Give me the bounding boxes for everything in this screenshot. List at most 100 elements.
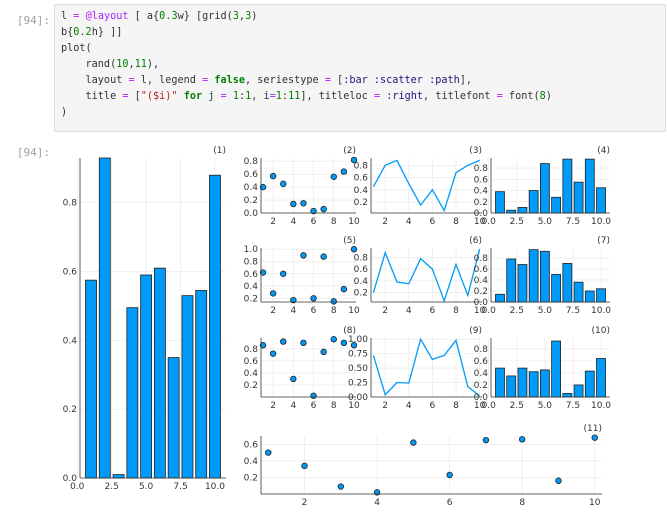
y-tick-label: 0.2	[244, 381, 258, 391]
y-tick-label: 0.8	[244, 345, 259, 355]
code-editor[interactable]: l = @layout [ a{0.3w} [grid(3,3) b{0.2h}…	[61, 9, 552, 121]
x-tick-label: 10	[348, 401, 360, 411]
y-tick-label: 0.0	[474, 298, 489, 308]
x-tick-label: 10.0	[591, 401, 611, 411]
bar	[573, 384, 584, 398]
y-tick-label: 0.50	[348, 364, 368, 374]
y-tick-label: 0.6	[244, 357, 259, 367]
subplot-title: (5)	[343, 236, 356, 246]
y-tick-label: 0.8	[474, 254, 489, 264]
scatter-point	[259, 269, 267, 276]
x-tick-label: 8	[331, 401, 337, 411]
series-line	[372, 249, 481, 303]
code-line-2: b{0.2h} ]]	[61, 27, 123, 38]
x-tick-label: 0.0	[482, 306, 497, 316]
subplot-title: (9)	[469, 326, 482, 336]
bar	[209, 174, 221, 479]
y-tick-label: 0.2	[354, 198, 368, 208]
bar	[167, 357, 180, 479]
scatter-point	[340, 168, 348, 175]
x-tick-label: 6	[311, 401, 317, 411]
scatter-point	[259, 342, 267, 349]
x-tick-label: 4	[374, 498, 380, 508]
bar	[506, 375, 517, 398]
subplot-3: 0.20.40.60.82 4 6 8 10(3)	[354, 146, 486, 227]
x-tick-label: 2	[270, 217, 276, 227]
subplot-2: 0.0 0.2 0.4 0.6 0.8 2 4 6 8 10 (2)	[244, 146, 360, 227]
y-tick-label: 0.2	[474, 381, 488, 391]
subplot-8: 0.2 0.4 0.6 0.8 2 4 6 8 10 (8)	[244, 326, 360, 411]
scatter-point	[337, 483, 345, 490]
y-tick-label: 0.2	[244, 294, 258, 304]
bar	[596, 288, 606, 303]
series-line	[372, 159, 480, 213]
y-tick-label: 0.8	[354, 161, 369, 171]
x-tick-label: 5.0	[538, 217, 553, 227]
scatter-point	[330, 298, 337, 305]
y-tick-label: 0.6	[474, 265, 489, 275]
subplot-6: 0.20.40.60.82 4 6 8 10(6)	[354, 236, 486, 316]
x-tick-label: 7.5	[173, 482, 187, 492]
x-tick-label: 4	[406, 306, 412, 316]
bar	[584, 370, 595, 398]
bar	[539, 163, 550, 214]
y-tick-label: 0.2	[474, 198, 488, 208]
y-tick-label: 0.8	[63, 199, 78, 209]
y-tick-label: 0.4	[474, 369, 489, 379]
subplot-title: (4)	[597, 146, 610, 156]
x-tick-label: 10	[589, 498, 601, 508]
y-tick-label: 0.4	[474, 187, 489, 197]
x-tick-label: 4	[406, 401, 412, 411]
x-tick-label: 8	[453, 401, 459, 411]
x-tick-label: 2.5	[510, 217, 524, 227]
bar	[517, 264, 528, 303]
subplot-title: (10)	[592, 326, 610, 336]
scatter-point	[410, 439, 417, 446]
y-tick-label: 0.6	[354, 174, 369, 184]
bar	[126, 307, 139, 479]
subplot-title: (6)	[469, 236, 482, 246]
scatter-point	[300, 252, 307, 259]
subplot-title: (3)	[469, 146, 482, 156]
subplot-title: (8)	[343, 326, 356, 336]
y-tick-label: 0.2	[244, 473, 258, 483]
bar	[562, 158, 573, 214]
x-tick-label: 6	[430, 401, 436, 411]
code-cell[interactable]: l = @layout [ a{0.3w} [grid(3,3) b{0.2h}…	[54, 4, 666, 132]
input-prompt: [94]:	[16, 14, 50, 27]
series-line	[372, 337, 480, 397]
scatter-point	[280, 270, 287, 277]
x-tick-label: 4	[290, 217, 296, 227]
scatter-point	[350, 246, 358, 253]
bar	[153, 267, 166, 479]
subplot-10: 0.0 0.2 0.4 0.6 0.8 0.0 2.5 5.0 7.5 10.0 (10)	[474, 326, 612, 411]
x-tick-label: 10	[348, 217, 360, 227]
x-tick-label: 4	[406, 217, 412, 227]
y-tick-label: 0.8	[474, 345, 489, 355]
y-tick-label: 0.0	[244, 209, 259, 219]
bar	[539, 250, 550, 303]
plot-figure: 0.00.20.40.60.80.0 2.5 5.0 7.5 10.0(1)0.00.2…	[63, 146, 612, 508]
bar	[573, 281, 584, 303]
bar	[506, 258, 517, 303]
bar	[596, 187, 606, 214]
y-tick-label: 0.8	[244, 157, 259, 167]
scatter-point	[290, 296, 297, 304]
y-tick-label: 0.6	[244, 170, 259, 180]
scatter-point	[350, 342, 358, 349]
y-tick-label: 0.6	[474, 175, 489, 185]
x-tick-label: 6	[447, 498, 453, 508]
bar	[195, 290, 208, 479]
scatter-point	[555, 477, 562, 484]
y-tick-label: 0.25	[348, 379, 368, 389]
bar	[528, 190, 539, 214]
bar	[551, 340, 562, 398]
scatter-point	[290, 375, 297, 383]
y-tick-label: 0.4	[244, 183, 259, 193]
code-line-3: plot(	[61, 43, 92, 54]
scatter-point	[300, 339, 307, 347]
bar	[528, 371, 539, 398]
scatter-point	[591, 434, 598, 441]
scatter-point	[310, 295, 317, 302]
code-line-7: )	[61, 107, 68, 118]
